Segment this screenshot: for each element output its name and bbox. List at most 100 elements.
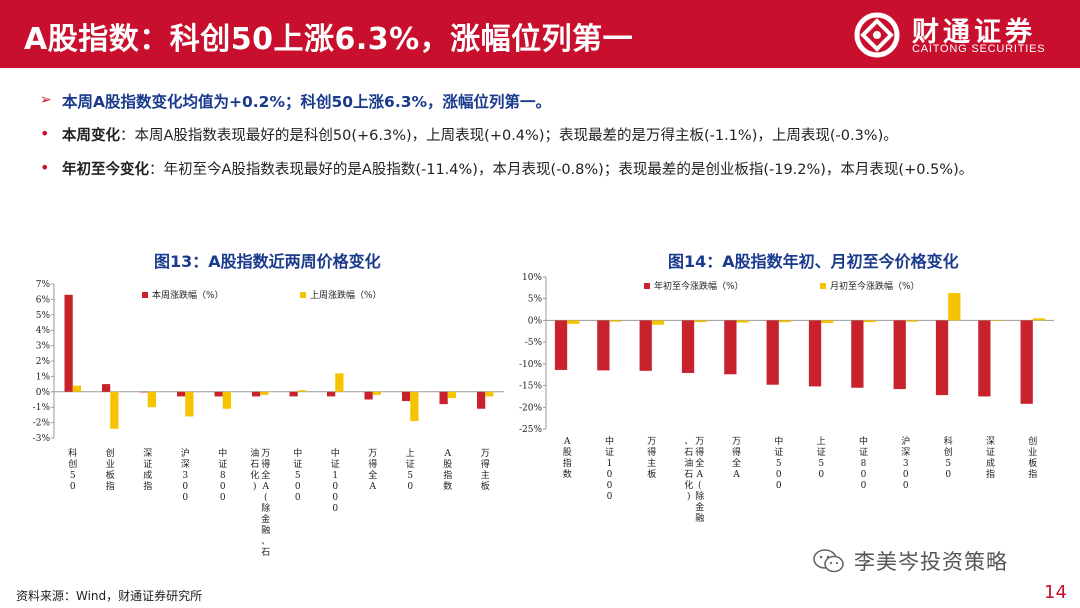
legend-label: 年初至今涨跌幅（%） — [654, 280, 744, 292]
bar-secondary — [222, 391, 231, 409]
x-tick-label: 中证 1 0 0 0 — [605, 435, 614, 502]
legend-label: 上周涨跌幅（%） — [310, 289, 382, 301]
bar-secondary — [485, 391, 494, 397]
summary-headline: 本周A股指数变化均值为+0.2%；科创50上涨6.3%，涨幅位列第一。 — [62, 93, 552, 111]
source-note: 资料来源：Wind，财通证券研究所 — [16, 589, 203, 603]
bar-primary — [681, 320, 695, 373]
y-tick-label: 7% — [36, 280, 51, 290]
x-tick-label: A 股指数 — [443, 449, 452, 492]
x-tick-label: 深证成指 — [143, 448, 152, 492]
bar-primary — [364, 391, 373, 400]
bar-primary — [139, 391, 148, 393]
page-title: A股指数：科创50上涨6.3%，涨幅位列第一 — [24, 22, 634, 57]
bar-secondary — [567, 320, 580, 324]
legend-swatch — [644, 283, 650, 289]
x-tick-label: 万得全 A — [368, 449, 377, 492]
legend-label: 本周涨跌幅（%） — [152, 289, 224, 301]
legend-label: 月初至今涨跌幅（%） — [830, 280, 920, 292]
bullet-dot-icon: • — [40, 158, 50, 177]
bar-secondary — [651, 320, 665, 325]
weekly-key: 本周变化 — [62, 128, 120, 144]
y-tick-label: -1% — [33, 403, 51, 413]
y-tick-label: 0% — [36, 388, 51, 398]
x-tick-label: 、石油石化) — [684, 437, 693, 502]
bar-secondary — [72, 385, 81, 392]
y-tick-label: -15% — [519, 382, 542, 392]
bar-primary — [978, 320, 991, 397]
y-tick-label: 3% — [36, 342, 51, 352]
legend-swatch — [142, 292, 148, 298]
bar-primary — [64, 294, 73, 392]
bar-primary — [935, 320, 949, 396]
bar-primary — [439, 391, 448, 405]
x-tick-label: 油石化) — [250, 447, 259, 492]
y-tick-label: 5% — [528, 295, 543, 305]
wechat-icon — [813, 549, 844, 573]
bar-secondary — [372, 391, 381, 395]
bar-secondary — [863, 320, 876, 323]
bar-primary — [102, 384, 111, 392]
x-tick-label: 万得全 A (除金融 — [695, 437, 704, 524]
page-number: 14 — [1044, 582, 1067, 603]
bar-primary — [327, 391, 336, 397]
x-tick-label: 中证 8 0 0 — [859, 435, 868, 491]
bar-primary — [477, 391, 486, 409]
summary-weekly-row: • 本周变化：本周A股指数表现最好的是科创50(+6.3%)，上周表现(+0.4… — [40, 124, 1060, 158]
bar-primary — [402, 391, 411, 402]
bar-primary — [639, 320, 652, 371]
x-tick-label: 科创 5 0 — [944, 435, 953, 480]
bar-primary — [214, 391, 223, 397]
bar-primary — [289, 391, 298, 397]
summary-ytd-row: • 年初至今变化：年初至今A股指数表现最好的是A股指数(-11.4%)，本月表现… — [40, 158, 1060, 192]
y-tick-label: 10% — [522, 273, 542, 283]
bar-primary — [893, 320, 906, 390]
summary-headline-row: ➢ 本周A股指数变化均值为+0.2%；科创50上涨6.3%，涨幅位列第一。 — [40, 90, 1060, 124]
bar-secondary — [905, 320, 919, 322]
ytd-key: 年初至今变化 — [62, 162, 149, 178]
bar-primary — [597, 320, 610, 371]
chart-14-title: 图14：A股指数年初、月初至今价格变化 — [668, 252, 959, 271]
x-tick-label: 沪深 3 0 0 — [901, 435, 910, 491]
bar-secondary — [147, 391, 156, 408]
bar-secondary — [297, 390, 306, 392]
x-tick-label: 深证成指 — [986, 436, 995, 480]
chart-14: 10% 5% 0% -5% -10% -15% -20% -25% 年初至今涨跌幅（%） 月初至今… — [519, 273, 1054, 524]
y-tick-label: -10% — [519, 360, 542, 370]
bar-primary — [177, 391, 186, 397]
x-tick-label: 科创 5 0 — [68, 447, 77, 492]
y-tick-label: 0% — [528, 316, 543, 326]
weekly-text: ：本周A股指数表现最好的是科创50(+6.3%)，上周表现(+0.4%)；表现最… — [120, 128, 898, 144]
bar-secondary — [694, 320, 707, 323]
bar-secondary — [990, 320, 1003, 322]
company-logo: 财通证券 CAITONG SECURITIES — [852, 8, 1064, 60]
bar-primary — [766, 320, 779, 385]
bar-secondary — [260, 391, 269, 395]
x-tick-label: 中证 5 0 0 — [774, 435, 783, 491]
y-tick-label: -20% — [519, 403, 542, 413]
bar-secondary — [335, 373, 344, 392]
watermark-text: 李美岑投资策略 — [854, 550, 1008, 574]
ytd-text: ：年初至今A股指数表现最好的是A股指数(-11.4%)，本月表现(-0.8%)；… — [149, 162, 974, 178]
x-tick-label: 中证 5 0 0 — [293, 447, 302, 503]
x-tick-label: A 股指数 — [563, 437, 572, 480]
arrow-right-icon: ➢ — [40, 92, 52, 108]
legend-swatch — [300, 292, 306, 298]
x-tick-label: 沪深 3 0 0 — [181, 447, 190, 503]
y-tick-label: 6% — [36, 295, 51, 305]
bar-secondary — [185, 391, 194, 417]
x-tick-label: 上证 5 0 — [817, 436, 826, 480]
y-tick-label: -2% — [33, 419, 51, 429]
watermark: 李美岑投资策略 — [812, 545, 1052, 577]
x-tick-label: 创业板指 — [1028, 435, 1037, 480]
y-tick-label: 2% — [36, 357, 51, 367]
caitong-logo-icon — [854, 12, 900, 58]
logo-name-en: CAITONG SECURITIES — [912, 43, 1046, 55]
y-tick-label: -3% — [33, 434, 51, 444]
bar-secondary — [821, 320, 834, 324]
bar-primary — [851, 320, 864, 388]
x-tick-label: 中证 8 0 0 — [218, 447, 227, 503]
bar-secondary — [110, 391, 119, 429]
bar-secondary — [609, 320, 622, 322]
y-tick-label: 1% — [36, 372, 51, 382]
logo-name-cn: 财通证券 — [912, 17, 1036, 48]
